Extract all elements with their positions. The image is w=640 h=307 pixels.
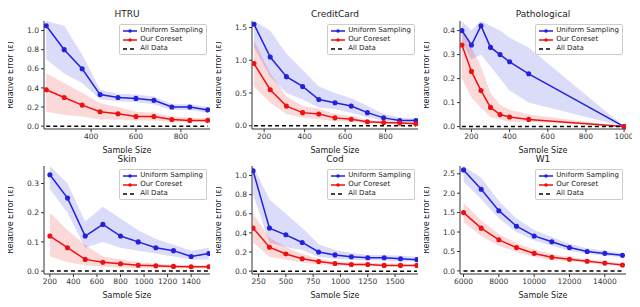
svg-text:800: 800 (378, 132, 393, 141)
html-text:Cod: Cod (326, 154, 344, 164)
svg-text:0.5: 0.5 (443, 247, 455, 256)
html-text:All Data: All Data (140, 189, 168, 197)
svg-text:0.3: 0.3 (443, 50, 455, 59)
svg-text:600: 600 (129, 132, 144, 141)
svg-text:200: 200 (43, 277, 58, 286)
svg-text:Relative Error (ε): Relative Error (ε) (424, 41, 431, 108)
svg-text:0.8: 0.8 (235, 190, 247, 199)
html-text:Our Coreset: Our Coreset (140, 35, 183, 43)
svg-text:Relative Error (ε): Relative Error (ε) (424, 186, 431, 253)
svg-text:2.5: 2.5 (443, 169, 455, 178)
svg-text:1400: 1400 (182, 277, 201, 286)
html-text:All Data: All Data (140, 44, 168, 52)
html-text:Skin: Skin (117, 154, 137, 164)
svg-text:0.2: 0.2 (235, 248, 247, 257)
svg-text:Sample Size: Sample Size (519, 291, 568, 298)
svg-text:0.6: 0.6 (27, 64, 39, 73)
html-text:All Data: All Data (348, 189, 376, 197)
svg-text:750: 750 (306, 277, 321, 286)
html-text:Uniform Sampling: Uniform Sampling (348, 171, 411, 179)
svg-text:14000: 14000 (593, 277, 617, 286)
svg-text:0.2: 0.2 (27, 103, 39, 112)
svg-text:1.0: 1.0 (27, 26, 39, 35)
svg-text:1.0: 1.0 (235, 171, 247, 180)
html-text:Our Coreset: Our Coreset (348, 180, 391, 188)
svg-text:800: 800 (579, 132, 594, 141)
html-text:Uniform Sampling: Uniform Sampling (140, 171, 203, 179)
html-text:Uniform Sampling: Uniform Sampling (556, 26, 619, 34)
svg-text:600: 600 (338, 132, 353, 141)
svg-text:0.4: 0.4 (27, 84, 39, 93)
svg-text:1.0: 1.0 (443, 228, 455, 237)
svg-text:250: 250 (251, 277, 266, 286)
html-text:Our Coreset: Our Coreset (140, 180, 183, 188)
svg-text:800: 800 (113, 277, 128, 286)
svg-text:0.0: 0.0 (235, 121, 247, 130)
html-text:Uniform Sampling: Uniform Sampling (140, 26, 203, 34)
svg-text:Sample Size: Sample Size (311, 146, 360, 153)
svg-text:0.8: 0.8 (27, 45, 39, 54)
svg-text:400: 400 (502, 132, 517, 141)
svg-text:1.0: 1.0 (235, 56, 247, 65)
svg-text:0.4: 0.4 (443, 26, 455, 35)
svg-text:Sample Size: Sample Size (103, 291, 152, 298)
html-text:HTRU: HTRU (114, 9, 140, 19)
svg-text:0.4: 0.4 (235, 229, 247, 238)
svg-text:1.5: 1.5 (235, 23, 247, 32)
svg-text:0.0: 0.0 (27, 267, 39, 276)
html-text:Uniform Sampling: Uniform Sampling (348, 26, 411, 34)
svg-text:Sample Size: Sample Size (519, 146, 568, 153)
svg-text:Relative Error (ε): Relative Error (ε) (8, 41, 15, 108)
html-text:Pathological: Pathological (515, 9, 571, 19)
svg-text:1000: 1000 (135, 277, 154, 286)
svg-text:1000: 1000 (331, 277, 350, 286)
svg-text:400: 400 (297, 132, 312, 141)
html-text:Our Coreset: Our Coreset (556, 35, 599, 43)
svg-text:0.2: 0.2 (27, 208, 39, 217)
svg-text:200: 200 (464, 132, 479, 141)
svg-text:0.5: 0.5 (235, 89, 247, 98)
svg-text:0.6: 0.6 (235, 209, 247, 218)
svg-text:400: 400 (66, 277, 81, 286)
svg-text:Relative Error (ε): Relative Error (ε) (216, 41, 223, 108)
html-text:W1: W1 (535, 154, 551, 164)
html-text:All Data: All Data (556, 189, 584, 197)
svg-text:8000: 8000 (489, 277, 508, 286)
svg-text:1250: 1250 (358, 277, 377, 286)
svg-text:1.5: 1.5 (443, 208, 455, 217)
html-text:Our Coreset: Our Coreset (556, 180, 599, 188)
svg-text:Relative Error (ε): Relative Error (ε) (216, 186, 223, 253)
svg-text:600: 600 (541, 132, 556, 141)
svg-text:0.0: 0.0 (443, 122, 455, 131)
svg-text:10000: 10000 (522, 277, 546, 286)
html-text:All Data: All Data (556, 44, 584, 52)
svg-text:0.1: 0.1 (443, 98, 455, 107)
svg-text:200: 200 (257, 132, 272, 141)
svg-text:6000: 6000 (454, 277, 473, 286)
svg-text:0.0: 0.0 (443, 267, 455, 276)
svg-text:Sample Size: Sample Size (103, 146, 152, 153)
svg-text:1500: 1500 (386, 277, 405, 286)
svg-text:0.3: 0.3 (27, 179, 39, 188)
html-text:Our Coreset: Our Coreset (348, 35, 391, 43)
svg-text:0.0: 0.0 (235, 267, 247, 276)
svg-text:Relative Error (ε): Relative Error (ε) (8, 186, 15, 253)
svg-text:0.2: 0.2 (443, 74, 455, 83)
svg-text:1000: 1000 (615, 132, 632, 141)
svg-text:2.0: 2.0 (443, 189, 455, 198)
svg-text:0.0: 0.0 (27, 122, 39, 131)
html-text:All Data: All Data (348, 44, 376, 52)
svg-text:12000: 12000 (558, 277, 582, 286)
svg-text:1200: 1200 (158, 277, 177, 286)
svg-text:500: 500 (279, 277, 294, 286)
svg-text:400: 400 (84, 132, 99, 141)
svg-text:Sample Size: Sample Size (311, 291, 360, 298)
svg-text:800: 800 (174, 132, 189, 141)
html-text:Uniform Sampling: Uniform Sampling (556, 171, 619, 179)
svg-text:600: 600 (90, 277, 105, 286)
html-text:CreditCard: CreditCard (310, 9, 360, 19)
svg-text:0.1: 0.1 (27, 238, 39, 247)
